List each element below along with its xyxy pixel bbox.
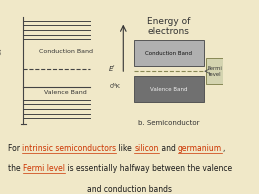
Text: and: and (159, 144, 178, 153)
Text: is essentially halfway between the valence: is essentially halfway between the valen… (65, 164, 232, 173)
Text: ,: , (222, 144, 224, 153)
Text: the: the (8, 164, 23, 173)
Text: 0ᴺK: 0ᴺK (109, 84, 120, 89)
Text: Conduction Band: Conduction Band (39, 49, 93, 55)
Text: For: For (8, 144, 22, 153)
Bar (206, 58, 223, 84)
Text: b. Semiconductor: b. Semiconductor (138, 120, 200, 126)
Text: Valence Band: Valence Band (150, 87, 188, 92)
Text: and conduction bands: and conduction bands (87, 185, 172, 194)
Text: intrinsic semiconductors: intrinsic semiconductors (22, 144, 116, 153)
Text: Energy of
electrons: Energy of electrons (147, 17, 191, 36)
Text: germanium: germanium (178, 144, 222, 153)
Text: Conduction Band: Conduction Band (145, 51, 192, 56)
Text: Eᶠ: Eᶠ (109, 67, 116, 72)
Bar (134, 76, 204, 102)
Bar (134, 40, 204, 66)
Text: silicon: silicon (134, 144, 159, 153)
Text: like: like (116, 144, 134, 153)
Text: Fermi level: Fermi level (23, 164, 65, 173)
Text: Valence Band: Valence Band (44, 90, 87, 95)
Text: Electron Energy: Electron Energy (0, 47, 2, 97)
Text: Fermi
level: Fermi level (207, 66, 222, 77)
